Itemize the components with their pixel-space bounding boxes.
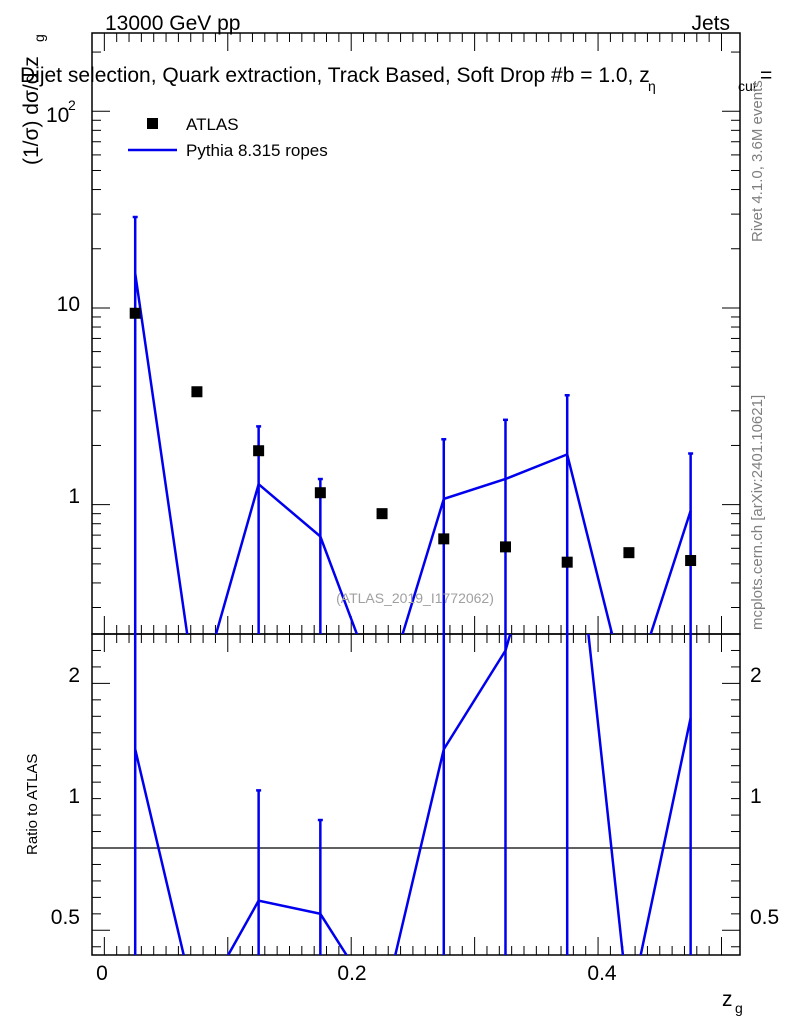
mcplots-label-group: mcplots.cern.ch [arXiv:2401.10621] (749, 395, 766, 630)
mc-line-main (133, 273, 692, 634)
ratio-ytick-label-right-0.5: 0.5 (750, 906, 779, 929)
plot-title-sub-cut: cut (738, 78, 757, 94)
main-ylabel-sub-group: g (31, 34, 47, 42)
ratio-frame (91, 633, 741, 956)
legend-label-atlas: ATLAS (186, 115, 239, 134)
ratio-ylabel: Ratio to ATLAS (24, 754, 41, 855)
atlas-data-point (438, 533, 450, 545)
atlas-data-point (499, 541, 511, 553)
plot-title: Dijet selection, Quark extraction, Track… (20, 64, 650, 87)
xtick-label-0: 0 (96, 962, 108, 985)
xlabel-sub: g (735, 1000, 743, 1016)
mc-main-group (132, 215, 694, 634)
main-ylabel-text: (1/σ) dσ/d z (20, 56, 43, 165)
ytick-label-1: 1 (68, 485, 80, 508)
atlas-data-point (376, 508, 388, 520)
plot-title-sub-eta: η (648, 78, 656, 94)
ratio-ytick-label-right-1: 1 (750, 785, 762, 808)
ytick-label-100: 10 (46, 104, 69, 127)
atlas-data-point (561, 556, 573, 568)
mc-line-ratio (133, 634, 692, 955)
ratio-panel (91, 633, 741, 956)
category-label: Jets (691, 12, 730, 35)
legend-marker-atlas (147, 118, 158, 129)
analysis-watermark: (ATLAS_2019_I1772062) (336, 590, 494, 606)
atlas-data-point (253, 445, 265, 457)
ratio-ytick-label-1: 1 (68, 785, 80, 808)
xtick-label-0.2: 0.2 (337, 962, 366, 985)
rivet-label: Rivet 4.1.0, 3.6M events (749, 80, 766, 242)
main-ylabel: (1/σ) dσ/d z (20, 56, 43, 165)
ratio-ytick-label-0.5: 0.5 (51, 906, 80, 929)
mc-layer (132, 215, 694, 955)
data-layer (129, 307, 697, 568)
atlas-data-point (129, 307, 141, 319)
ratio-ylabel-group: Ratio to ATLAS (24, 754, 41, 855)
ratio-ytick-label-2: 2 (68, 664, 80, 687)
mc-ratio-group (133, 634, 692, 955)
legend: ATLAS Pythia 8.315 ropes (128, 115, 328, 160)
xlabel: z (722, 988, 733, 1011)
rivet-label-group: Rivet 4.1.0, 3.6M events (749, 80, 766, 242)
ratio-ytick-label-right-2: 2 (750, 664, 762, 687)
legend-label-pythia: Pythia 8.315 ropes (186, 141, 328, 160)
main-ylabel-sub: g (31, 34, 47, 42)
plot-title-tail: = (760, 64, 772, 87)
xtick-label-0.4: 0.4 (587, 962, 617, 985)
atlas-data-point (685, 555, 697, 567)
ytick-label-10: 10 (57, 293, 80, 316)
ytick-label-100-exponent: 2 (68, 97, 76, 113)
atlas-data-point (623, 547, 635, 559)
mcplots-label: mcplots.cern.ch [arXiv:2401.10621] (749, 395, 766, 630)
atlas-data-point (191, 386, 203, 398)
plot-title-main: Dijet selection, Quark extraction, Track… (20, 64, 650, 87)
atlas-data-point (314, 487, 326, 499)
energy-label: 13000 GeV pp (105, 12, 240, 35)
